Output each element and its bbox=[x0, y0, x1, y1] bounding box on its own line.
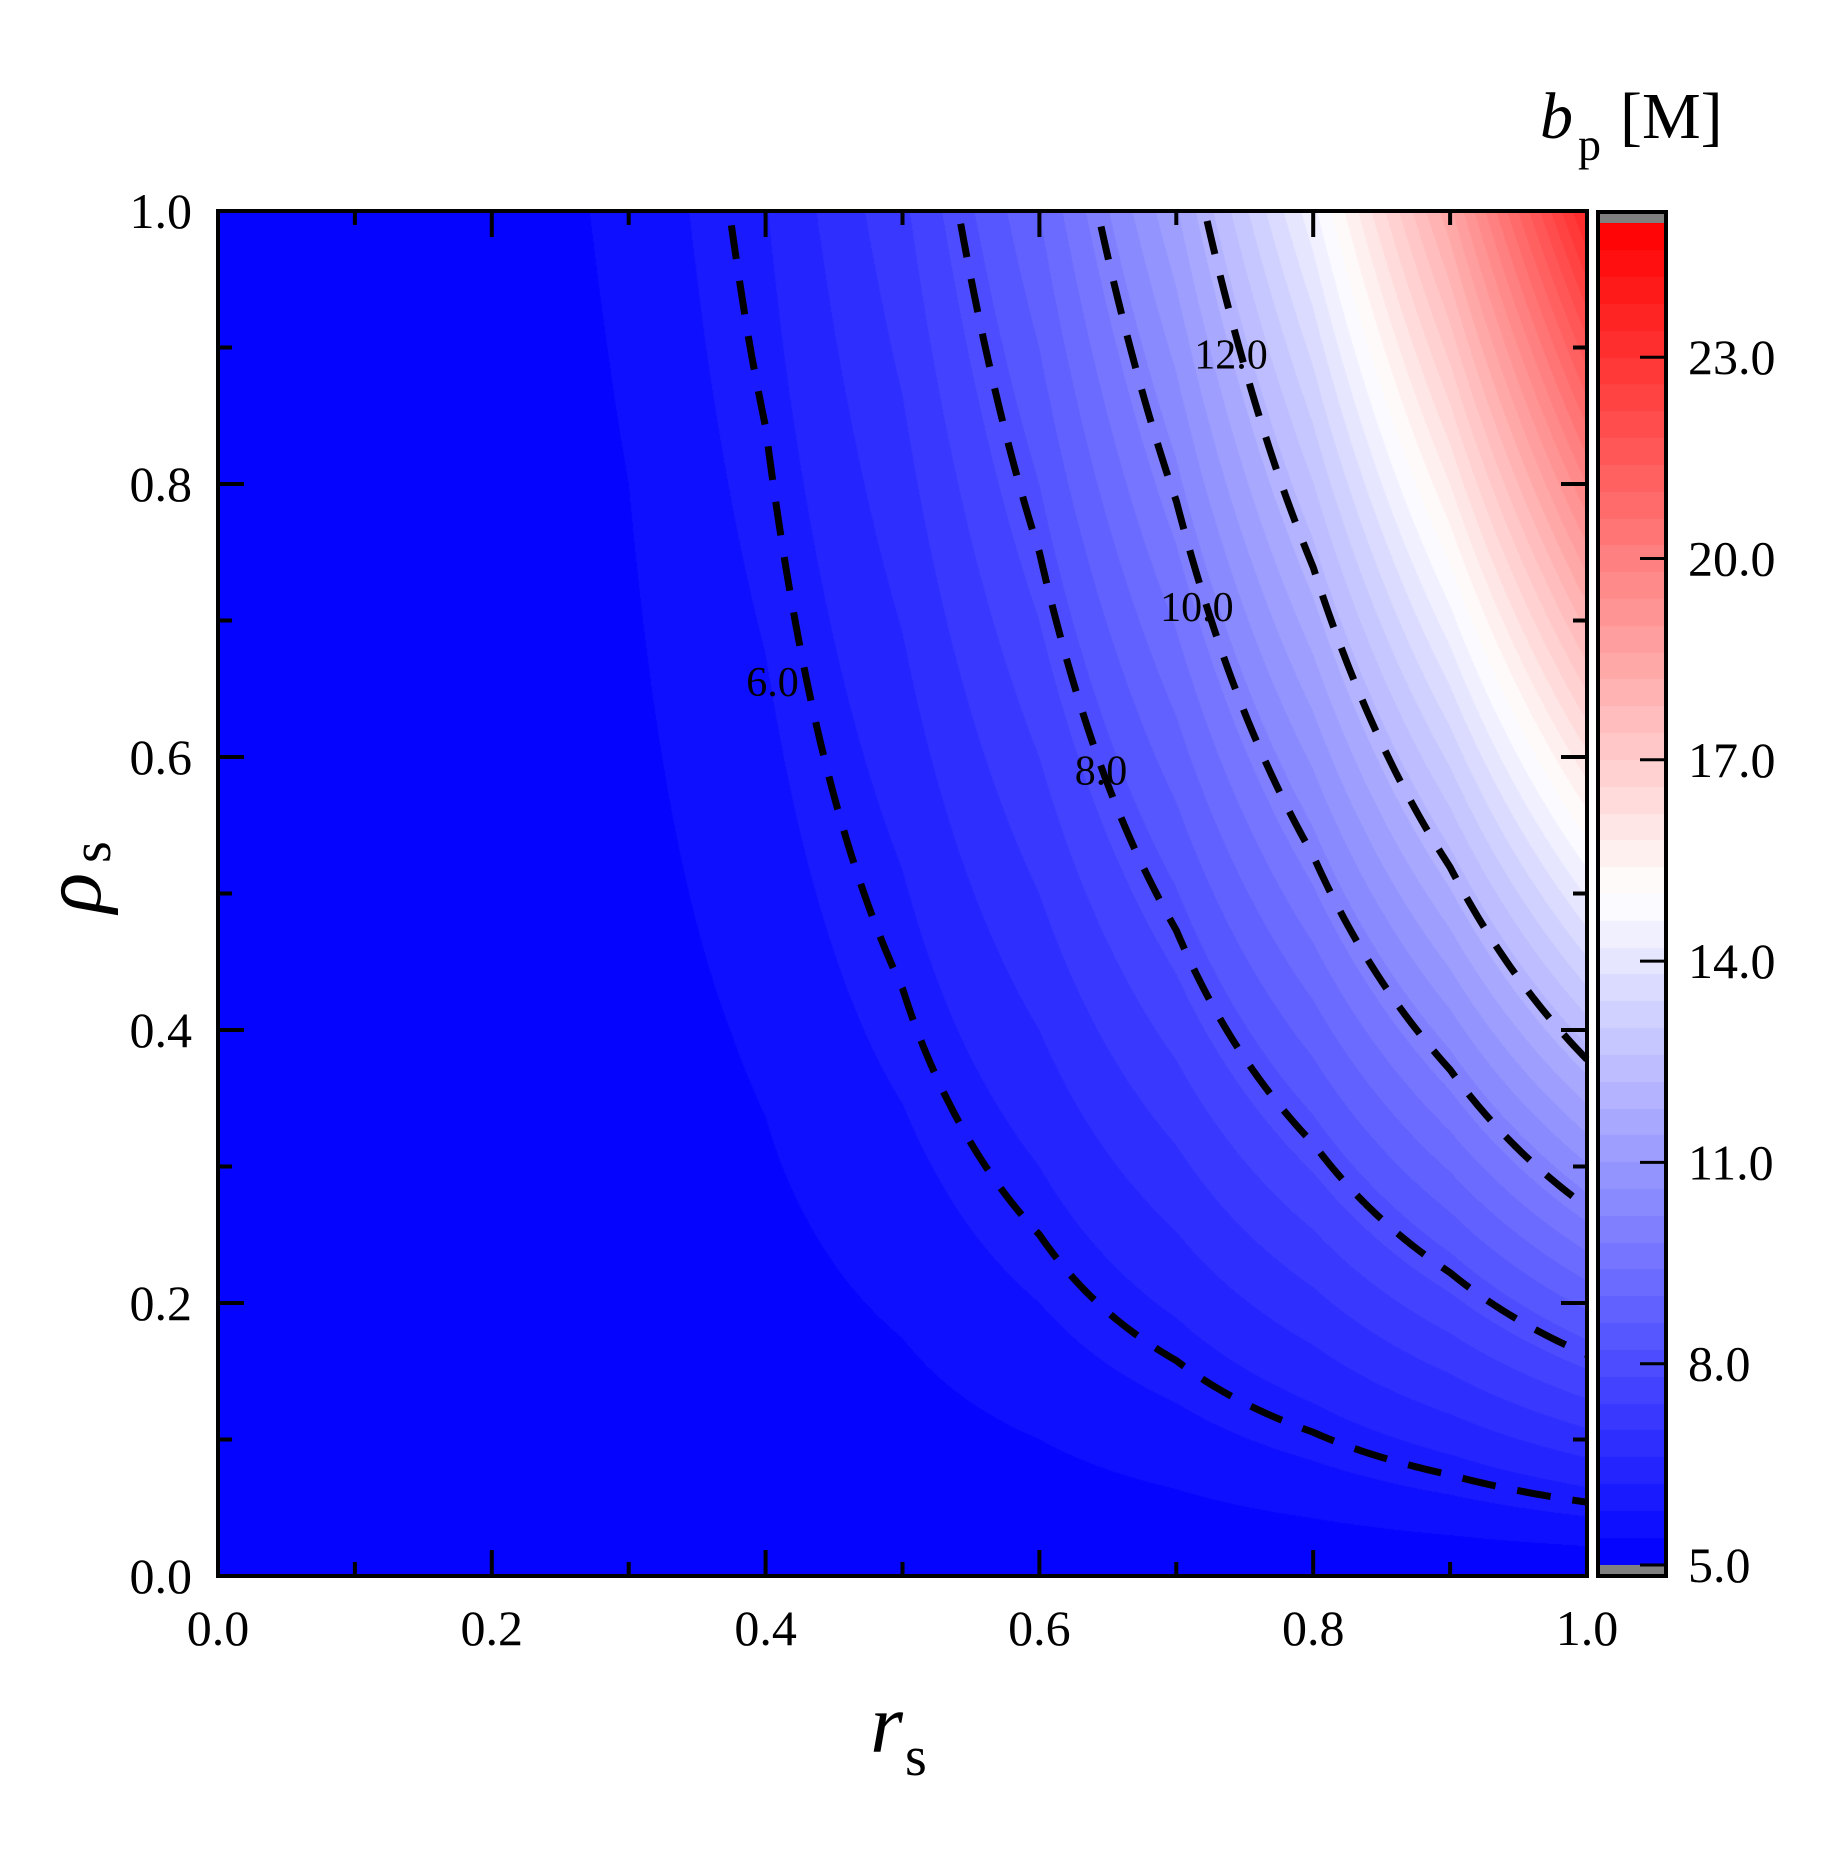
colorbar-over-cap bbox=[1598, 212, 1666, 223]
colorbar-gradient bbox=[1598, 223, 1666, 1565]
y-axis-label-subscript: s bbox=[61, 841, 123, 863]
y-axis-label-group: ρ s bbox=[26, 841, 123, 916]
contour-line-6.0 bbox=[727, 224, 1588, 1506]
contour-line-12.0 bbox=[1203, 220, 1590, 1062]
colorbar-under-cap bbox=[1598, 1565, 1666, 1576]
contour-label: 6.0 bbox=[746, 660, 799, 706]
colorbar-title-subscript: p bbox=[1578, 119, 1601, 170]
x-tick-label: 0.2 bbox=[461, 1600, 524, 1656]
y-tick-label: 1.0 bbox=[130, 183, 193, 239]
x-axis-label-subscript: s bbox=[905, 1726, 927, 1788]
y-tick-label: 0.6 bbox=[130, 729, 193, 785]
y-tick-label: 0.2 bbox=[130, 1275, 193, 1331]
x-tick-label: 0.0 bbox=[187, 1600, 250, 1656]
colorbar-tick-label: 17.0 bbox=[1688, 732, 1776, 788]
colorbar-tick-label: 11.0 bbox=[1688, 1134, 1774, 1190]
tick-labels: 0.0 0.2 0.4 0.6 0.8 1.0 0.0 0.2 0.4 0.6 0.8 1.0 5.0 8… bbox=[130, 183, 1776, 1656]
colorbar-title: b bbox=[1540, 80, 1573, 153]
x-tick-label: 0.6 bbox=[1008, 1600, 1071, 1656]
axis-ticks bbox=[216, 209, 1664, 1578]
colorbar-frame bbox=[1596, 210, 1668, 1578]
contour-lines bbox=[727, 220, 1590, 1506]
contour-label: 8.0 bbox=[1075, 749, 1128, 795]
contour-label: 12.0 bbox=[1194, 332, 1268, 378]
y-tick-label: 0.4 bbox=[130, 1002, 193, 1058]
colorbar-tick-label: 20.0 bbox=[1688, 531, 1776, 587]
contour-line-10.0 bbox=[1097, 225, 1590, 1210]
x-tick-label: 0.8 bbox=[1282, 1600, 1345, 1656]
contour-label: 10.0 bbox=[1160, 585, 1234, 631]
x-tick-label: 0.4 bbox=[734, 1600, 797, 1656]
colorbar-tick-label: 23.0 bbox=[1688, 329, 1776, 385]
x-tick-label: 1.0 bbox=[1556, 1600, 1619, 1656]
contour-line-8.0 bbox=[957, 223, 1589, 1358]
y-tick-label: 0.8 bbox=[130, 456, 193, 512]
colorbar-tick-label: 8.0 bbox=[1688, 1336, 1751, 1392]
heatmap bbox=[218, 211, 1587, 1576]
x-axis-label: r bbox=[870, 1678, 903, 1771]
plot-frame bbox=[216, 209, 1589, 1578]
y-tick-label: 0.0 bbox=[130, 1548, 193, 1604]
colorbar-title-unit: [M] bbox=[1620, 80, 1723, 153]
colorbar-tick-label: 5.0 bbox=[1688, 1537, 1751, 1593]
y-axis-label: ρ bbox=[26, 873, 119, 916]
colorbar-tick-label: 14.0 bbox=[1688, 933, 1776, 989]
contour-labels: 6.0 8.0 10.0 12.0 bbox=[746, 332, 1268, 794]
